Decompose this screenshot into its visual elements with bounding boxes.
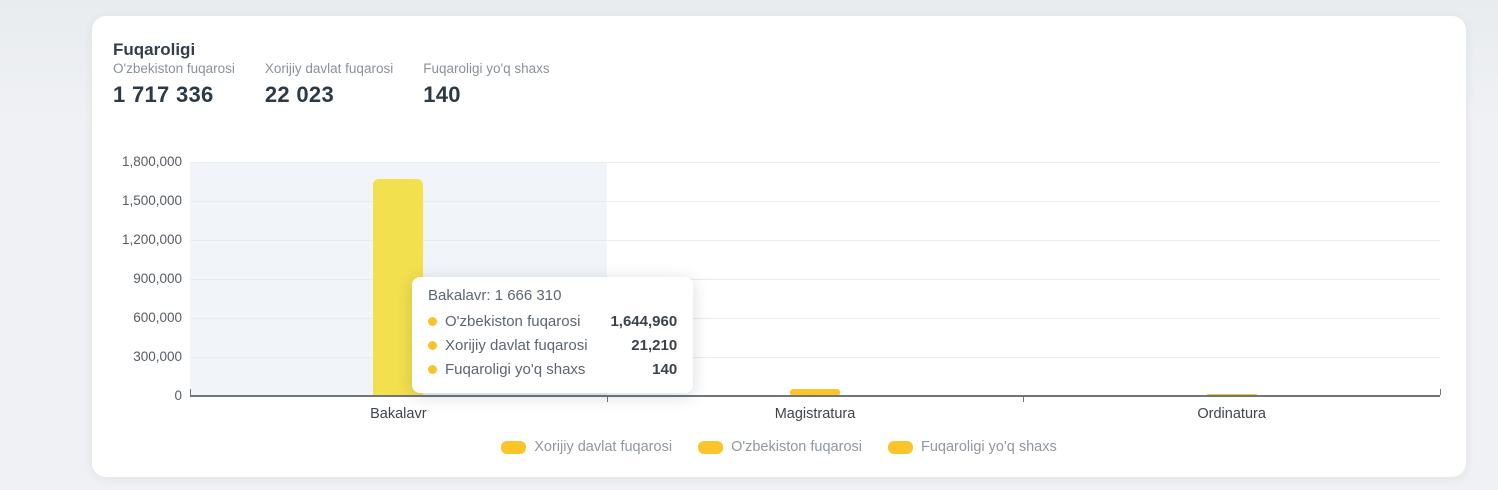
y-gridline (190, 161, 1440, 163)
legend-marker-icon (698, 440, 724, 454)
stat-xorijiy: Xorijiy davlat fuqarosi 22 023 (265, 61, 393, 108)
bar-ordinatura[interactable] (1206, 393, 1257, 396)
tooltip-series-label: O'zbekiston fuqarosi (445, 312, 581, 330)
y-axis-tick-label: 600,000 (133, 310, 182, 325)
y-axis-tick-label: 300,000 (133, 349, 182, 364)
stat-value: 1 717 336 (113, 82, 214, 107)
y-gridline (190, 278, 1440, 280)
y-gridline (190, 239, 1440, 241)
x-axis-tick (1023, 397, 1025, 402)
tooltip-series-value: 21,210 (631, 336, 678, 354)
legend-marker-icon (887, 440, 913, 454)
x-axis-end-tick (190, 389, 191, 395)
tooltip-header: Bakalavr: 1 666 310 (428, 287, 562, 304)
tooltip-row: Fuqaroligi yo'q shaxs 140 (428, 357, 677, 381)
x-axis-label-bakalavr: Bakalavr (370, 406, 427, 422)
chart-legend: Xorijiy davlat fuqarosi O'zbekiston fuqar… (92, 439, 1466, 455)
series-dot-icon (428, 316, 437, 326)
y-axis-tick-label: 0 (174, 388, 182, 403)
x-axis-label-magistratura: Magistratura (774, 406, 856, 422)
y-axis-tick-label: 900,000 (133, 271, 182, 286)
y-axis-tick-label: 1,500,000 (121, 193, 182, 208)
tooltip-series-label: Fuqaroligi yo'q shaxs (445, 360, 586, 378)
y-axis-tick-label: 1,200,000 (121, 232, 182, 247)
tooltip-series-value: 140 (652, 360, 678, 378)
stat-label: O'zbekiston fuqarosi (113, 61, 235, 76)
stats-row: O'zbekiston fuqarosi 1 717 336 Xorijiy d… (113, 61, 550, 108)
stat-value: 140 (423, 82, 461, 107)
legend-label: O'zbekiston fuqarosi (731, 439, 862, 455)
stat-fuqaroligi-yoq: Fuqaroligi yo'q shaxs 140 (423, 61, 549, 108)
y-gridline (190, 200, 1440, 202)
fuqaroligi-card: Fuqaroligi O'zbekiston fuqarosi 1 717 33… (92, 16, 1466, 477)
y-gridline (190, 356, 1440, 358)
x-axis-label-ordinatura: Ordinatura (1197, 406, 1266, 422)
card-title: Fuqaroligi (113, 40, 196, 59)
legend-item[interactable]: O'zbekiston fuqarosi (698, 439, 862, 455)
y-axis-tick-label: 1,800,000 (121, 154, 182, 169)
legend-marker-icon (501, 440, 527, 454)
stat-label: Xorijiy davlat fuqarosi (264, 61, 394, 76)
series-dot-icon (428, 364, 437, 374)
stat-value: 22 023 (264, 82, 334, 107)
tooltip-series-value: 1,644,960 (610, 312, 678, 330)
stat-uzbekiston: O'zbekiston fuqarosi 1 717 336 (113, 61, 235, 108)
tooltip-series-label: Xorijiy davlat fuqarosi (445, 336, 588, 354)
legend-label: Fuqaroligi yo'q shaxs (920, 439, 1057, 455)
tooltip-row: Xorijiy davlat fuqarosi 21,210 (428, 333, 677, 357)
legend-item[interactable]: Xorijiy davlat fuqarosi (501, 439, 672, 455)
legend-item[interactable]: Fuqaroligi yo'q shaxs (887, 439, 1057, 455)
chart-tooltip: Bakalavr: 1 666 310 O'zbekiston fuqarosi… (412, 277, 694, 393)
x-axis-end-tick (1440, 389, 1441, 395)
series-dot-icon (428, 340, 437, 350)
bar-magistratura[interactable] (790, 388, 840, 396)
x-axis-line (190, 395, 1440, 397)
y-gridline (190, 317, 1440, 319)
stat-label: Fuqaroligi yo'q shaxs (423, 61, 550, 76)
x-axis-tick (606, 397, 608, 402)
tooltip-rows: O'zbekiston fuqarosi 1,644,960 Xorijiy dav… (428, 309, 677, 381)
legend-label: Xorijiy davlat fuqarosi (534, 439, 673, 455)
tooltip-row: O'zbekiston fuqarosi 1,644,960 (428, 309, 677, 333)
citizenship-bar-chart[interactable]: Bakalavr: 1 666 310 O'zbekiston fuqarosi… (92, 16, 1466, 477)
